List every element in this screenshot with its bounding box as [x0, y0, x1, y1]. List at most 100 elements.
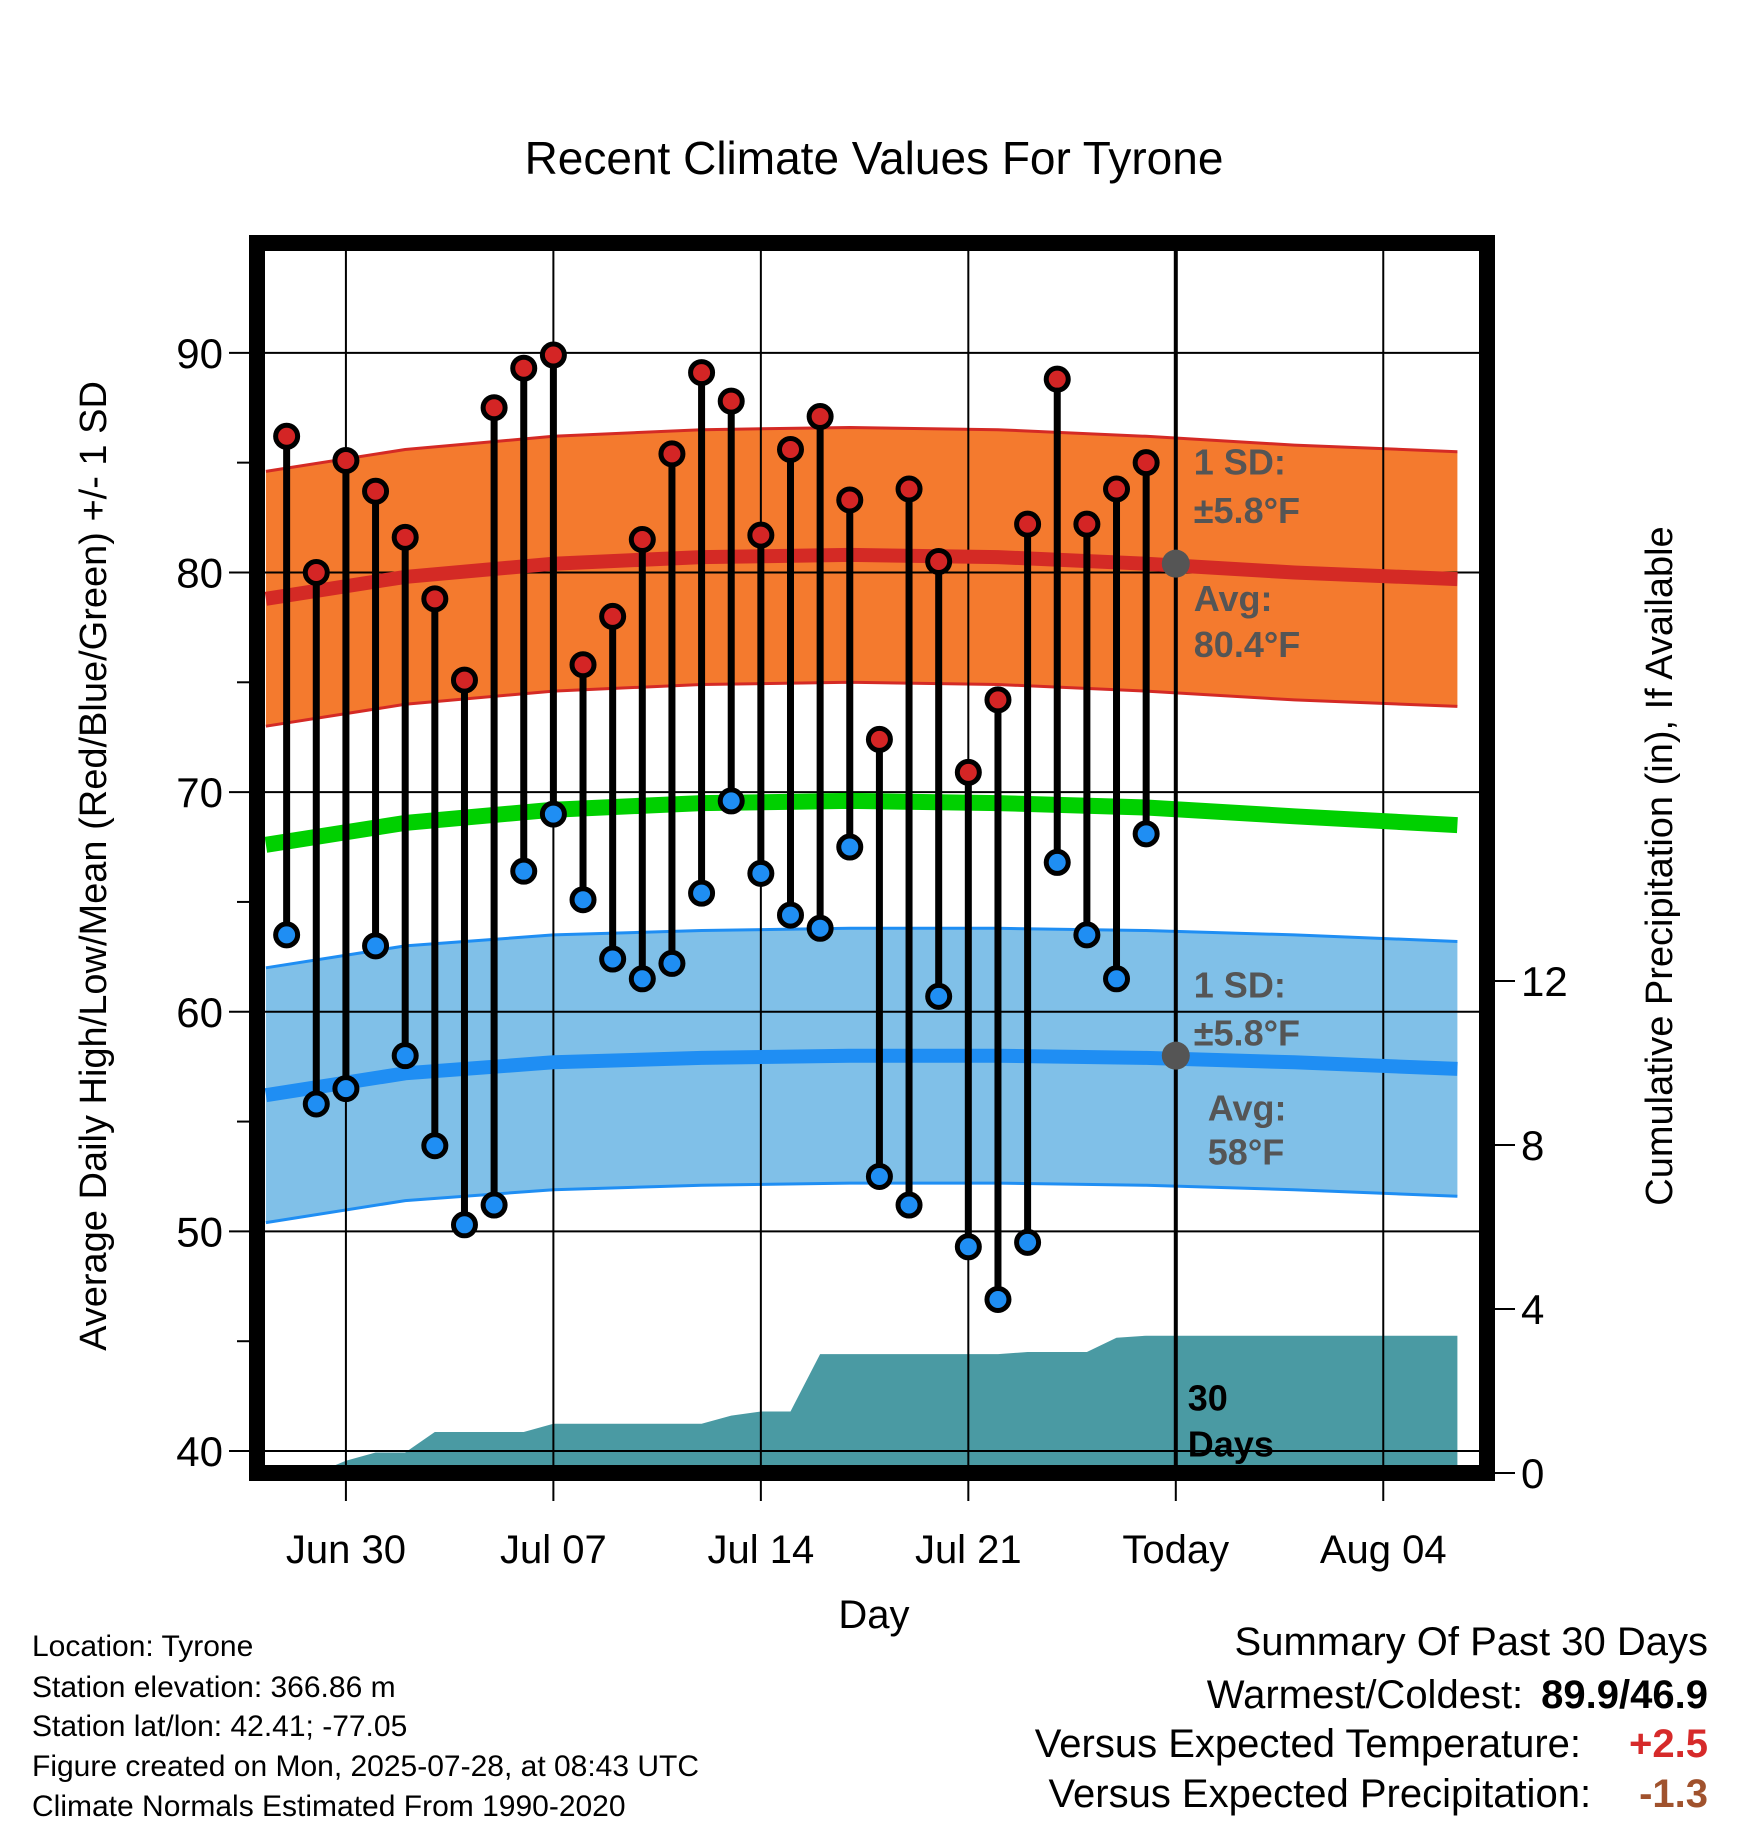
daily-high-point — [569, 651, 597, 679]
low-sd-label: 1 SD: — [1194, 964, 1286, 1005]
y2-tick-label: 12 — [1521, 958, 1568, 1005]
daily-low-point — [984, 1285, 1012, 1313]
daily-low-point — [302, 1090, 330, 1118]
daily-low-point — [806, 914, 834, 942]
daily-high-point — [302, 558, 330, 586]
daily-low-point — [480, 1191, 508, 1219]
high-avg-label: Avg: — [1194, 578, 1273, 619]
window-label-days: Days — [1188, 1423, 1274, 1464]
x-axis-label: Day — [838, 1593, 909, 1637]
daily-low-point — [628, 965, 656, 993]
y-axis-label: Average Daily High/Low/Mean (Red/Blue/Gr… — [73, 381, 115, 1351]
high-avg-value: 80.4°F — [1194, 624, 1300, 665]
plot-clip-group — [257, 243, 1487, 1473]
daily-high-point — [450, 666, 478, 694]
low-avg-value: 58°F — [1208, 1131, 1284, 1172]
daily-high-point — [658, 440, 686, 468]
daily-high-point — [421, 585, 449, 613]
high-sd-value: ±5.8°F — [1194, 490, 1300, 531]
daily-high-point — [717, 387, 745, 415]
y-tick-label: 60 — [176, 989, 223, 1036]
today-low-avg-marker — [1161, 1041, 1190, 1070]
daily-high-point — [688, 359, 716, 387]
daily-low-point — [391, 1042, 419, 1070]
y2-tick-label: 8 — [1521, 1122, 1544, 1169]
low-avg-label: Avg: — [1208, 1087, 1287, 1128]
daily-low-point — [1014, 1228, 1042, 1256]
info-normals: Climate Normals Estimated From 1990-2020 — [32, 1790, 626, 1823]
daily-low-point — [954, 1233, 982, 1261]
summary-temp-row: Versus Expected Temperature: +2.5 — [1035, 1724, 1708, 1764]
daily-high-point — [628, 526, 656, 554]
daily-low-point — [658, 949, 686, 977]
daily-high-point — [954, 758, 982, 786]
high-sd-upper-edge — [265, 425, 1458, 473]
y-tick-label: 40 — [176, 1428, 223, 1475]
daily-low-point — [332, 1075, 360, 1103]
daily-low-point — [865, 1162, 893, 1190]
y-tick-label: 90 — [176, 330, 223, 377]
daily-high-point — [510, 354, 538, 382]
info-elevation: Station elevation: 366.86 m — [32, 1671, 396, 1704]
daily-high-point — [362, 477, 390, 505]
daily-high-point — [806, 403, 834, 431]
daily-high-point — [1043, 365, 1071, 393]
daily-high-point — [391, 523, 419, 551]
summary-warmest-value: 89.9/46.9 — [1541, 1673, 1708, 1717]
high-sd-band — [265, 427, 1458, 727]
low-sd-lower-edge — [265, 1181, 1458, 1225]
info-latlon: Station lat/lon: 42.41; -77.05 — [32, 1710, 408, 1743]
daily-high-point — [925, 547, 953, 575]
summary-precip-row: Versus Expected Precipitation: -1.3 — [1049, 1774, 1708, 1814]
summary-temp-value: +2.5 — [1629, 1722, 1708, 1766]
summary-precip-value: -1.3 — [1639, 1772, 1708, 1816]
summary-temp-label: Versus Expected Temperature: — [1034, 1722, 1582, 1766]
summary-warmest-label: Warmest/Coldest: — [1206, 1673, 1524, 1717]
y2-axis-label: Cumulative Precipitation (in), If Availa… — [1639, 526, 1681, 1205]
summary-warmest-row: Warmest/Coldest: 89.9/46.9 — [1207, 1675, 1708, 1715]
daily-low-point — [836, 833, 864, 861]
daily-high-point — [599, 602, 627, 630]
low-sd-band — [265, 928, 1458, 1223]
daily-high-point — [1132, 449, 1160, 477]
info-location: Location: Tyrone — [32, 1630, 254, 1663]
daily-low-point — [421, 1132, 449, 1160]
y2-tick-label: 0 — [1521, 1450, 1544, 1497]
high-sd-label: 1 SD: — [1194, 442, 1286, 483]
daily-low-point — [747, 859, 775, 887]
x-tick-label: Jul 21 — [915, 1528, 1022, 1572]
daily-low-point — [510, 857, 538, 885]
plot-frame — [249, 235, 1495, 1481]
daily-high-point — [895, 475, 923, 503]
today-high-avg-marker — [1161, 549, 1190, 578]
daily-low-point — [1132, 820, 1160, 848]
daily-low-point — [776, 901, 804, 929]
daily-low-point — [895, 1191, 923, 1219]
precip-area — [265, 1335, 1458, 1473]
low-sd-value: ±5.8°F — [1194, 1013, 1300, 1054]
info-created: Figure created on Mon, 2025-07-28, at 08… — [32, 1750, 700, 1783]
daily-low-point — [925, 982, 953, 1010]
low-sd-upper-edge — [265, 926, 1458, 970]
x-tick-label: Jul 07 — [500, 1528, 607, 1572]
summary-title: Summary Of Past 30 Days — [1234, 1620, 1708, 1664]
daily-high-point — [776, 435, 804, 463]
window-label-number: 30 — [1188, 1377, 1228, 1418]
daily-high-point — [539, 341, 567, 369]
daily-low-point — [1073, 921, 1101, 949]
daily-low-point — [450, 1211, 478, 1239]
x-tick-label: Jul 14 — [707, 1528, 814, 1572]
daily-low-point — [717, 787, 745, 815]
daily-high-point — [1103, 475, 1131, 503]
daily-high-point — [747, 521, 775, 549]
avg-mean-line — [264, 792, 1458, 853]
daily-low-point — [599, 945, 627, 973]
y-tick-label: 80 — [176, 549, 223, 596]
daily-high-point — [984, 686, 1012, 714]
daily-high-point — [480, 394, 508, 422]
daily-high-point — [836, 486, 864, 514]
y-tick-label: 50 — [176, 1208, 223, 1255]
daily-low-point — [1043, 848, 1071, 876]
daily-low-point — [688, 879, 716, 907]
